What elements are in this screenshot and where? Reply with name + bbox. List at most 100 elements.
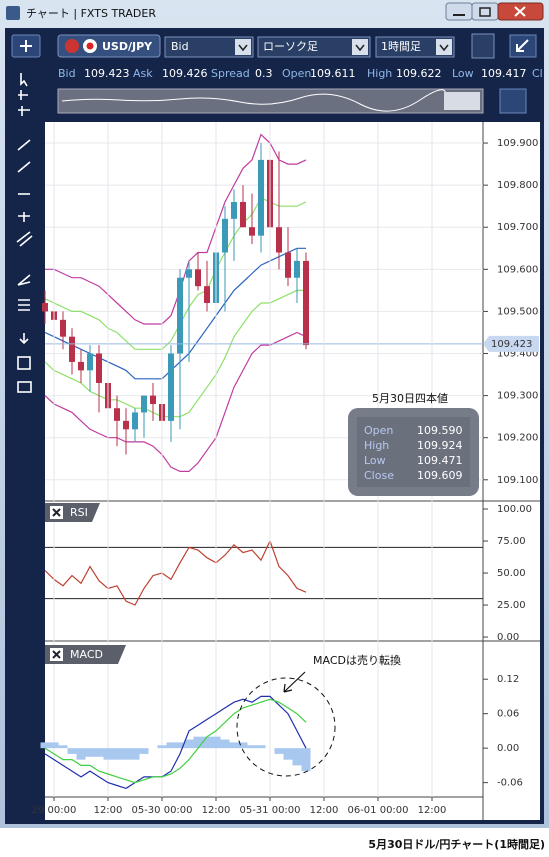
y-tick-label: 109.800 [497, 180, 538, 191]
navigator[interactable] [57, 88, 484, 114]
candle-body [69, 336, 76, 362]
candle-body [222, 218, 229, 253]
candle-body [249, 227, 256, 236]
candle-body [276, 227, 283, 253]
histogram-bar [157, 745, 167, 749]
candle-body [186, 269, 193, 278]
info-value: 109.924 [417, 439, 463, 452]
y-tick-label: 0.00 [497, 632, 519, 643]
candle-body [231, 201, 238, 219]
y-tick-label: 109.500 [497, 306, 538, 317]
y-tick-label: 109.900 [497, 138, 538, 149]
candle-body [177, 277, 184, 354]
candle-body [42, 303, 48, 312]
histogram-bar [94, 748, 104, 757]
quote-label: High [367, 67, 392, 80]
histogram-bar [238, 742, 248, 749]
quote-value: 109.426 [162, 67, 208, 80]
y-tick-label: 25.00 [497, 600, 526, 611]
x-tick-label: 05-30 00:00 [131, 805, 192, 816]
histogram-bar [67, 748, 77, 754]
histogram-bar [49, 742, 59, 749]
histogram-bar [112, 748, 122, 760]
navigator-handle[interactable] [444, 92, 480, 110]
candle-body [150, 395, 157, 405]
quote-value: 0.3 [255, 67, 273, 80]
scroll-button[interactable] [471, 33, 495, 59]
info-value: 109.471 [417, 454, 463, 467]
x-tick-label: 29 00:00 [32, 805, 77, 816]
quote-value: 109.423 [84, 67, 130, 80]
chart-type-select[interactable]: ローソク足 [257, 36, 371, 58]
symbol-button[interactable]: USD/JPY [57, 34, 161, 58]
histogram-bar [58, 745, 68, 749]
quote-value: 109.611 [310, 67, 356, 80]
indicator-line [45, 133, 307, 325]
histogram-bar [301, 748, 311, 772]
zoom-button[interactable] [499, 88, 527, 114]
info-label: High [364, 439, 389, 452]
macd-tab[interactable]: MACD [45, 645, 126, 664]
symbol: USD/JPY [102, 40, 153, 53]
histogram-bar [274, 748, 284, 754]
y-tick-label: 75.00 [497, 536, 526, 547]
histogram-bar [175, 742, 185, 749]
histogram-bar [76, 748, 86, 760]
x-tick-label: 12:00 [202, 805, 231, 816]
info-value: 109.609 [417, 469, 463, 482]
histogram-bar [193, 736, 203, 749]
rsi-tab[interactable]: RSI [45, 503, 100, 522]
candle-body [60, 319, 67, 337]
candle-body [285, 252, 292, 278]
y-tick-label: 0.00 [497, 743, 519, 754]
y-tick-label: 109.400 [497, 349, 538, 360]
quote-label: Ask [133, 67, 153, 80]
histogram-bar [229, 742, 239, 749]
histogram-bar [40, 742, 50, 749]
quote-label: Spread [211, 67, 250, 80]
popout-button[interactable] [509, 34, 537, 58]
x-tick-label: 12:00 [310, 805, 339, 816]
candle-body [141, 395, 148, 413]
quote-bar: Bid 109.423 Ask 109.426 Spread 0.3 Open109.611… [58, 67, 543, 80]
annotation-circle [236, 677, 336, 777]
histogram-bar [220, 739, 230, 749]
candle-body [96, 353, 103, 383]
candle-body [258, 159, 265, 236]
indicator-line [44, 698, 307, 784]
last-price-tag [483, 335, 539, 352]
histogram-bar [211, 736, 221, 749]
info-label: Low [364, 454, 386, 467]
add-button[interactable] [11, 34, 41, 58]
y-tick-label: 0.12 [497, 674, 519, 685]
histogram-bar [103, 748, 113, 760]
x-tick-label: 05-31 00:00 [239, 805, 300, 816]
rsi-title: RSI [70, 506, 88, 519]
candle-body [168, 353, 175, 421]
chart-type: ローソク足 [263, 40, 318, 53]
candle-body [87, 353, 94, 371]
indicator-line [44, 331, 307, 472]
timeframe-select[interactable]: 1時間足 [375, 36, 455, 58]
price-type-select[interactable]: Bid [164, 36, 254, 58]
navigator-line [61, 89, 447, 112]
plots: 109.100 109.200 109.300 109.400 109.500 109.6… [32, 122, 539, 816]
candle-body [123, 420, 130, 430]
quote-value: 109.622 [396, 67, 442, 80]
left-tools[interactable] [16, 73, 33, 393]
indicator-line [44, 695, 307, 790]
candle-body [204, 286, 211, 304]
candle-body [195, 269, 202, 287]
indicator-line [44, 247, 306, 380]
x-tick-label: 06-01 00:00 [347, 805, 408, 816]
candle-body [294, 260, 301, 278]
quote-label: Bid [58, 67, 76, 80]
histogram-bar [130, 748, 140, 760]
x-tick-label: 12:00 [94, 805, 123, 816]
timeframe: 1時間足 [381, 40, 421, 53]
info-rows: Open 109.590 High 109.924 Low 109.471 Close 109… [364, 424, 463, 482]
window-buttons[interactable] [445, 2, 544, 21]
histogram-bar [247, 745, 257, 749]
quote-label: Open [282, 67, 311, 80]
